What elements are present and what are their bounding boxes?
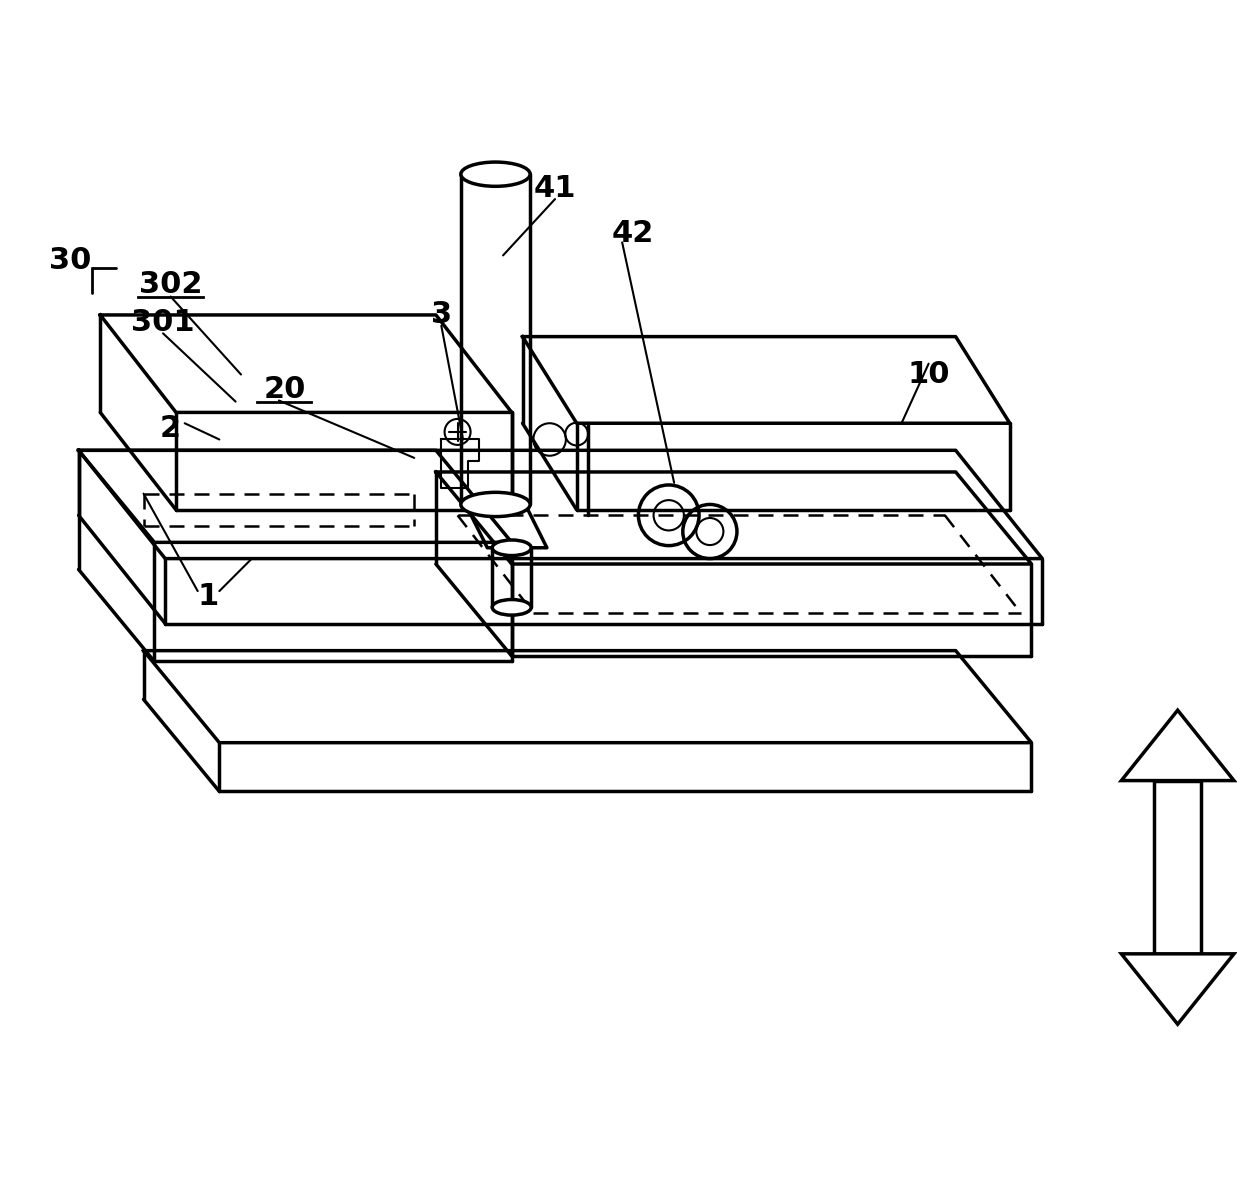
Polygon shape — [1121, 954, 1234, 1025]
Ellipse shape — [461, 162, 531, 186]
Ellipse shape — [492, 540, 531, 556]
Text: 10: 10 — [908, 360, 950, 389]
Ellipse shape — [461, 493, 531, 517]
Text: 20: 20 — [263, 375, 305, 404]
Text: 30: 30 — [48, 246, 91, 276]
Text: 3: 3 — [430, 301, 451, 329]
Text: 301: 301 — [131, 308, 195, 338]
Text: 1: 1 — [198, 582, 219, 611]
Polygon shape — [1154, 780, 1202, 954]
Text: 42: 42 — [611, 220, 655, 248]
Polygon shape — [1121, 710, 1234, 780]
Text: 302: 302 — [139, 270, 202, 299]
Text: 41: 41 — [533, 174, 577, 203]
Text: 2: 2 — [160, 414, 181, 443]
Ellipse shape — [492, 600, 531, 616]
